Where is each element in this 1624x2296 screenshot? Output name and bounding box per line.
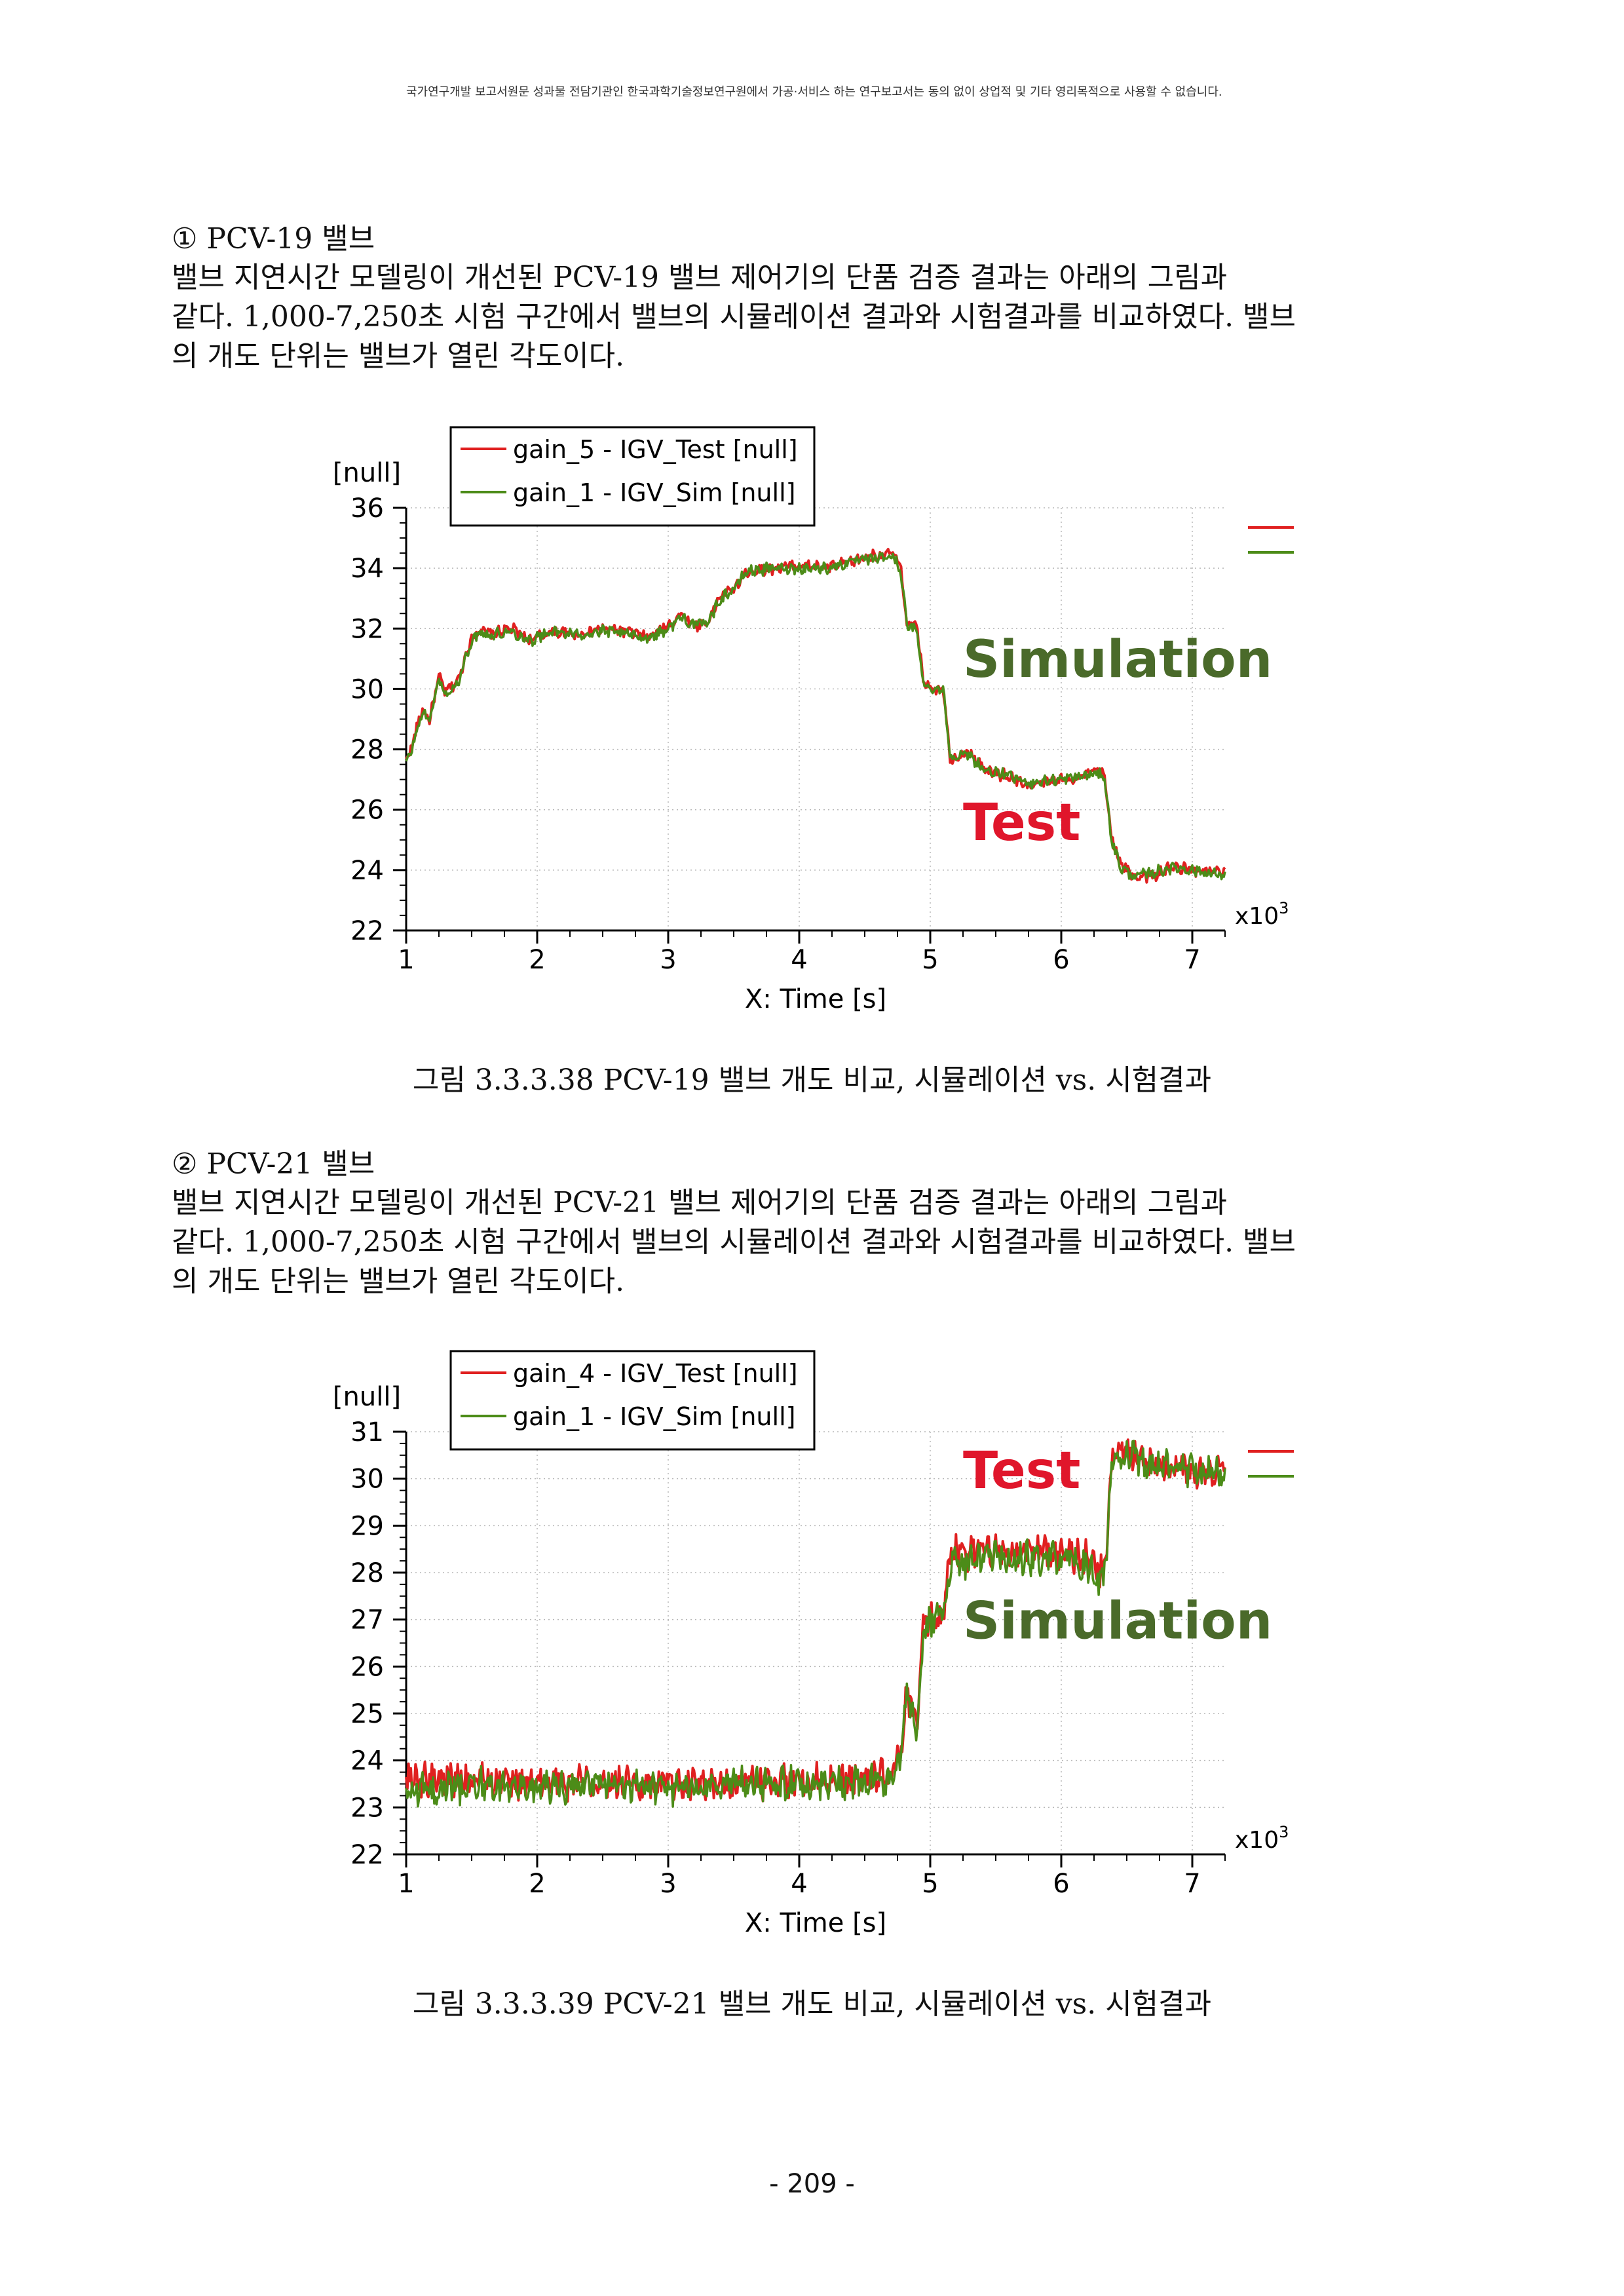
annotation-label: Simulation (963, 1592, 1272, 1651)
series-line (405, 548, 1226, 884)
x-tick-label: 7 (1184, 1869, 1200, 1899)
x-tick-label: 1 (398, 945, 414, 975)
section-paragraph-pcv21: 밸브 지연시간 모델링이 개선된 PCV-21 밸브 제어기의 단품 검증 결과… (172, 1183, 1467, 1301)
series-line (405, 1440, 1226, 1808)
legend-box (449, 426, 816, 527)
x-axis-multiplier-exponent: 3 (1279, 899, 1289, 917)
y-tick-label: 28 (350, 735, 384, 765)
page-number: - 209 - (769, 2169, 855, 2199)
x-tick-label: 1 (398, 1869, 414, 1899)
y-tick-label: 26 (350, 1652, 384, 1682)
x-tick-label: 3 (660, 1869, 676, 1899)
y-tick-label: 32 (350, 614, 384, 644)
annotation-label: Simulation (963, 630, 1272, 689)
legend-label: gain_5 - IGV_Test [null] (513, 435, 798, 464)
paragraph-line: 같다. 1,000-7,250초 시험 구간에서 밸브의 시뮬레이션 결과와 시… (172, 300, 1296, 334)
annotation-label: Test (963, 794, 1080, 852)
section-paragraph-pcv19: 밸브 지연시간 모델링이 개선된 PCV-19 밸브 제어기의 단품 검증 결과… (172, 258, 1467, 376)
y-tick-label: 25 (350, 1699, 384, 1729)
section-heading-pcv21: ② PCV-21 밸브 (172, 1147, 375, 1181)
y-tick-label: 36 (350, 493, 384, 524)
x-tick-label: 5 (922, 945, 938, 975)
x-tick-label: 7 (1184, 945, 1200, 975)
figure-caption-pcv19: 그림 3.3.3.38 PCV-19 밸브 개도 비교, 시뮬레이션 vs. 시… (412, 1063, 1212, 1097)
legend: gain_4 - IGV_Test [null] gain_1 - IGV_Sim… (449, 1350, 816, 1451)
y-tick-label: 30 (350, 674, 384, 704)
x-tick-label: 6 (1053, 1869, 1069, 1899)
x-axis-multiplier-exponent: 3 (1279, 1823, 1289, 1841)
x-axis-label: X: Time [s] (745, 1908, 886, 1938)
x-tick-label: 4 (791, 1869, 807, 1899)
y-tick-label: 23 (350, 1793, 384, 1823)
y-tick-label: 30 (350, 1464, 384, 1495)
y-tick-label: 22 (350, 916, 384, 946)
x-tick-label: 6 (1053, 945, 1069, 975)
legend: gain_5 - IGV_Test [null] gain_1 - IGV_Sim… (449, 426, 816, 527)
y-tick-label: 22 (350, 1840, 384, 1870)
x-tick-label: 3 (660, 945, 676, 975)
annotation-label: Test (963, 1442, 1080, 1501)
paragraph-line: 의 개도 단위는 밸브가 열린 각도이다. (172, 1265, 625, 1298)
y-axis-label: [null] (333, 1382, 401, 1412)
pcv21-chart: 1 2 3 4 5 6 7 22 23 24 25 26 27 28 29 30 31 [null] X: Time… (308, 1343, 1330, 1946)
y-tick-label: 34 (350, 554, 384, 584)
x-axis-multiplier: x103 (1235, 1823, 1289, 1854)
y-tick-label: 26 (350, 795, 384, 826)
y-tick-label: 31 (350, 1417, 384, 1447)
x-tick-label: 4 (791, 945, 807, 975)
y-axis-label: [null] (333, 458, 401, 488)
x-tick-label: 2 (529, 945, 545, 975)
figure-caption-pcv21: 그림 3.3.3.39 PCV-21 밸브 개도 비교, 시뮬레이션 vs. 시… (412, 1987, 1212, 2021)
paragraph-line: 밸브 지연시간 모델링이 개선된 PCV-21 밸브 제어기의 단품 검증 결과… (172, 1186, 1228, 1219)
x-tick-label: 2 (529, 1869, 545, 1899)
y-tick-label: 27 (350, 1605, 384, 1636)
section-heading-pcv19: ① PCV-19 밸브 (172, 222, 375, 256)
y-tick-label: 24 (350, 1746, 384, 1776)
x-tick-label: 5 (922, 1869, 938, 1899)
grid-lines (406, 507, 1225, 931)
x-axis-multiplier: x103 (1235, 899, 1289, 930)
copyright-notice: 국가연구개발 보고서원문 성과물 전담기관인 한국과학기술정보연구원에서 가공·… (406, 85, 1222, 99)
legend-label: gain_4 - IGV_Test [null] (513, 1359, 798, 1388)
paragraph-line: 밸브 지연시간 모델링이 개선된 PCV-19 밸브 제어기의 단품 검증 결과… (172, 261, 1228, 294)
pcv19-chart: 1 2 3 4 5 6 7 22 24 26 28 30 32 34 36 [null] X: Time [s]… (308, 419, 1330, 1022)
y-tick-label: 29 (350, 1511, 384, 1541)
series-line (405, 552, 1226, 881)
y-tick-label: 24 (350, 856, 384, 886)
legend-label: gain_1 - IGV_Sim [null] (513, 478, 795, 507)
legend-box (449, 1350, 816, 1451)
legend-label: gain_1 - IGV_Sim [null] (513, 1402, 795, 1431)
paragraph-line: 의 개도 단위는 밸브가 열린 각도이다. (172, 339, 625, 373)
paragraph-line: 같다. 1,000-7,250초 시험 구간에서 밸브의 시뮬레이션 결과와 시… (172, 1225, 1296, 1259)
x-axis-label: X: Time [s] (745, 984, 886, 1014)
y-tick-label: 28 (350, 1558, 384, 1588)
